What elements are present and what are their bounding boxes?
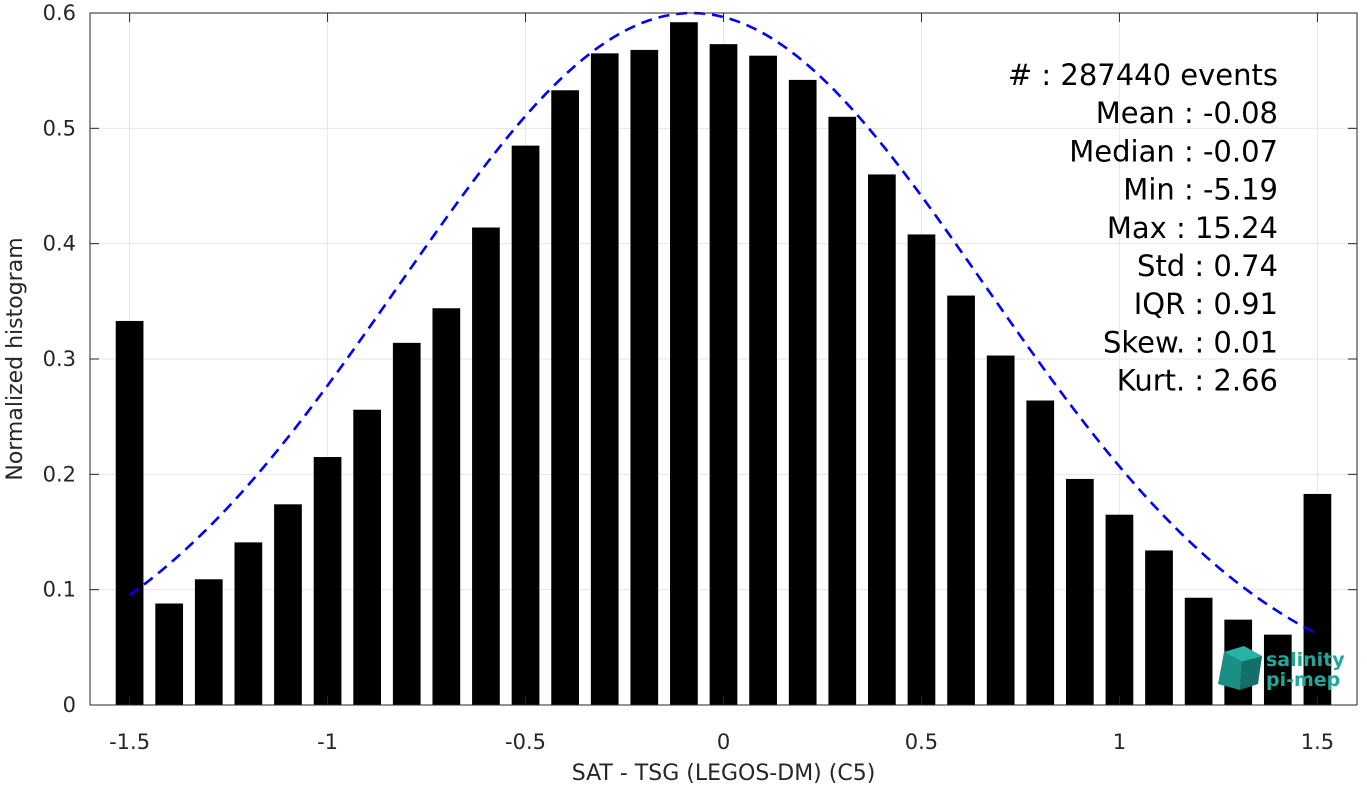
cube-icon <box>1218 646 1262 690</box>
stat-line: Max : 15.24 <box>1107 211 1278 245</box>
logo-text-salinity: salinity <box>1266 649 1345 671</box>
histogram-bar <box>511 145 540 706</box>
histogram-bar <box>986 355 1015 705</box>
x-tick-label: -0.5 <box>505 730 546 754</box>
salinity-pi-mep-logo: salinity pi-mep <box>1218 646 1345 691</box>
histogram-bar <box>115 320 144 705</box>
histogram-bar <box>155 603 184 705</box>
logo-text-pi-mep: pi-mep <box>1266 669 1340 691</box>
axis-ticks: -1.5 -1 -0.5 0 0.5 1 1.5 0 0.1 0.2 0.3 0.4 0.5 0.6 <box>43 1 1357 754</box>
histogram-bar <box>907 234 936 705</box>
histogram-bar <box>472 227 500 705</box>
stat-line: Mean : -0.08 <box>1096 96 1278 130</box>
y-tick-label: 0.2 <box>43 462 76 486</box>
stat-line: Std : 0.74 <box>1137 249 1278 283</box>
stat-line: Min : -5.19 <box>1123 173 1278 207</box>
histogram-bar <box>432 308 461 705</box>
histogram-bar <box>353 409 382 705</box>
histogram-bar <box>234 542 263 705</box>
stat-line: Skew. : 0.01 <box>1103 325 1278 359</box>
x-tick-label: 1 <box>1113 730 1126 754</box>
statistics-annotation: # : 287440 events Mean : -0.08 Median : -0… <box>1008 58 1278 398</box>
y-axis-label: Normalized histogram <box>3 237 28 480</box>
histogram-bar <box>630 49 659 705</box>
stat-line: Kurt. : 2.66 <box>1117 364 1278 398</box>
x-tick-label: 0 <box>717 730 730 754</box>
histogram-bar <box>828 116 857 706</box>
x-axis-label: SAT - TSG (LEGOS-DM) (C5) <box>572 761 876 785</box>
x-tick-label: -1 <box>317 730 338 754</box>
stat-line: IQR : 0.91 <box>1134 287 1278 321</box>
histogram-bar <box>392 342 421 705</box>
histogram-bar <box>749 55 777 705</box>
y-tick-label: 0.6 <box>43 1 76 25</box>
histogram-bar <box>788 79 817 706</box>
normal-fit-curve <box>128 11 1319 636</box>
histogram-bar <box>1263 634 1292 705</box>
y-tick-label: 0.4 <box>43 232 76 256</box>
histogram-bar <box>194 579 223 705</box>
histogram-bar <box>1026 400 1055 705</box>
histogram-bars <box>115 22 1332 706</box>
y-tick-label: 0 <box>63 693 76 717</box>
histogram-bar <box>551 90 579 706</box>
x-tick-label: 0.5 <box>905 730 938 754</box>
histogram-bar <box>868 174 896 705</box>
histogram-bar <box>1184 597 1213 705</box>
x-tick-label: 1.5 <box>1301 730 1334 754</box>
histogram-bar <box>1145 550 1173 705</box>
histogram-bar <box>274 504 302 705</box>
histogram-bar <box>1065 478 1094 705</box>
histogram-bar <box>670 22 698 705</box>
y-tick-label: 0.1 <box>43 578 76 602</box>
histogram-bar <box>1105 514 1134 705</box>
histogram-bar <box>590 53 619 706</box>
stat-line: Median : -0.07 <box>1069 134 1278 168</box>
x-tick-label: -1.5 <box>109 730 150 754</box>
y-tick-label: 0.3 <box>43 347 76 371</box>
histogram-bar <box>1303 493 1332 705</box>
histogram-bar <box>947 295 975 705</box>
y-tick-label: 0.5 <box>43 116 76 140</box>
stat-line: # : 287440 events <box>1008 58 1278 92</box>
histogram-bar <box>313 457 342 705</box>
histogram-bar <box>709 44 738 705</box>
